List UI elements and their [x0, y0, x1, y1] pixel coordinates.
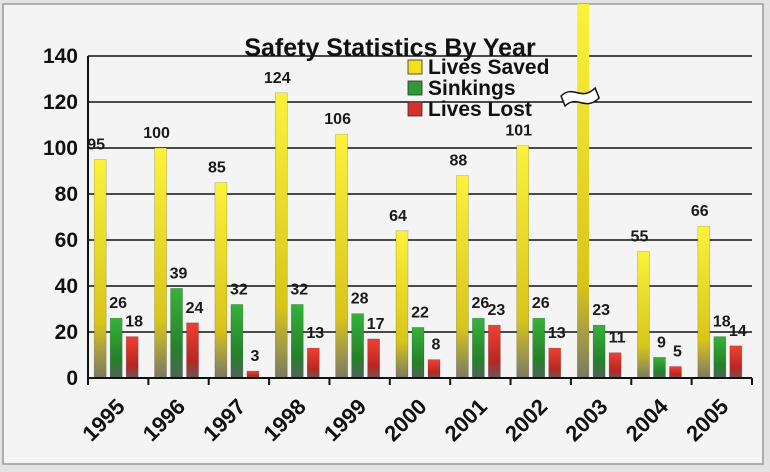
bar-lives-lost-2005 — [729, 345, 743, 379]
data-label-lives-saved-2002: 101 — [505, 123, 532, 140]
legend-swatch-lives-lost — [407, 101, 423, 117]
y-tick-label: 120 — [43, 91, 78, 114]
bar-sinkings-2003 — [592, 324, 606, 379]
data-label-lives-saved-2004: 55 — [631, 229, 649, 246]
data-label-sinkings-1995: 26 — [109, 295, 127, 312]
data-label-lives-lost-2004: 5 — [673, 344, 682, 361]
legend-label-sinkings: Sinkings — [428, 77, 516, 100]
data-label-sinkings-1996: 39 — [170, 265, 188, 282]
bar-lives-lost-2003 — [608, 352, 622, 379]
data-label-sinkings-2004: 9 — [657, 334, 666, 351]
y-tick-label: 20 — [55, 321, 78, 344]
y-tick-label: 100 — [43, 137, 78, 160]
bar-sinkings-1995 — [109, 317, 123, 379]
bar-lives-lost-1997 — [246, 370, 260, 379]
data-label-sinkings-2000: 22 — [411, 304, 429, 321]
data-label-sinkings-1999: 28 — [351, 291, 369, 308]
data-label-lives-lost-2000: 8 — [432, 337, 441, 354]
data-label-lives-saved-1995: 95 — [87, 137, 105, 154]
data-label-lives-saved-1999: 106 — [324, 111, 351, 128]
data-label-sinkings-1997: 32 — [230, 281, 248, 298]
bar-lives-lost-2001 — [488, 324, 501, 379]
bar-lives-lost-1996 — [186, 322, 199, 379]
bar-lives-saved-2004 — [637, 251, 650, 379]
bar-lives-lost-1995 — [125, 336, 139, 379]
y-tick-label: 60 — [55, 229, 78, 252]
y-tick-label: 140 — [43, 45, 78, 68]
bar-sinkings-1996 — [170, 287, 183, 379]
y-tick-label: 80 — [55, 183, 78, 206]
bar-lives-lost-2002 — [548, 347, 562, 379]
bar-lives-saved-2001 — [456, 175, 469, 379]
bar-lives-lost-1999 — [367, 338, 380, 379]
data-label-lives-saved-1997: 85 — [208, 160, 226, 177]
data-label-lives-saved-1998: 124 — [264, 70, 291, 87]
bar-lives-saved-1995 — [93, 159, 107, 379]
bar-lives-lost-2004 — [669, 366, 682, 379]
bar-sinkings-2000 — [411, 327, 425, 379]
data-label-sinkings-2001: 26 — [471, 295, 489, 312]
bar-sinkings-1997 — [230, 304, 244, 379]
data-label-lives-lost-2001: 23 — [487, 302, 505, 319]
data-label-lives-lost-1997: 3 — [250, 348, 259, 365]
data-label-sinkings-2002: 26 — [532, 295, 550, 312]
bar-lives-saved-2003 — [577, 4, 590, 378]
bar-lives-saved-1997 — [214, 182, 228, 379]
chart-frame — [2, 3, 764, 465]
data-label-lives-lost-2002: 13 — [548, 325, 566, 342]
data-label-sinkings-1998: 32 — [290, 281, 308, 298]
bar-lives-saved-1999 — [335, 133, 348, 379]
data-label-lives-lost-1996: 24 — [186, 300, 204, 317]
bar-lives-lost-1998 — [306, 347, 320, 379]
bar-lives-lost-2000 — [427, 359, 441, 379]
legend-label-lives-lost: Lives Lost — [428, 98, 532, 121]
bar-lives-saved-2000 — [395, 230, 409, 379]
y-tick-label: 0 — [66, 367, 78, 390]
data-label-lives-lost-1995: 18 — [125, 314, 143, 331]
data-label-lives-saved-2000: 64 — [389, 208, 407, 225]
y-tick-label: 40 — [55, 275, 78, 298]
bar-sinkings-2004 — [653, 356, 666, 379]
bar-lives-saved-1998 — [274, 92, 288, 379]
data-label-lives-lost-1999: 17 — [367, 316, 385, 333]
bar-lives-saved-2002 — [516, 145, 530, 379]
bar-sinkings-2005 — [713, 336, 727, 379]
legend-swatch-lives-saved — [407, 59, 423, 75]
bar-lives-saved-1996 — [154, 147, 167, 379]
bar-sinkings-2001 — [472, 317, 485, 379]
chart-title: Safety Statistics By Year — [244, 34, 536, 62]
legend-label-lives-saved: Lives Saved — [428, 56, 549, 79]
bar-lives-saved-2005 — [697, 225, 711, 379]
axis-break-symbol — [560, 86, 600, 108]
legend-swatch-sinkings — [407, 80, 423, 96]
data-label-lives-lost-1998: 13 — [306, 325, 324, 342]
bar-sinkings-2002 — [532, 317, 546, 379]
bar-sinkings-1999 — [351, 313, 364, 379]
data-label-lives-saved-2001: 88 — [449, 153, 467, 170]
data-label-lives-lost-2003: 11 — [609, 330, 626, 347]
data-label-sinkings-2005: 18 — [713, 314, 731, 331]
bars — [93, 4, 743, 379]
data-label-lives-saved-1996: 100 — [143, 125, 170, 142]
data-label-lives-lost-2005: 14 — [729, 323, 747, 340]
data-label-lives-saved-2005: 66 — [691, 203, 709, 220]
data-label-sinkings-2003: 23 — [592, 302, 610, 319]
bar-sinkings-1998 — [290, 304, 304, 379]
